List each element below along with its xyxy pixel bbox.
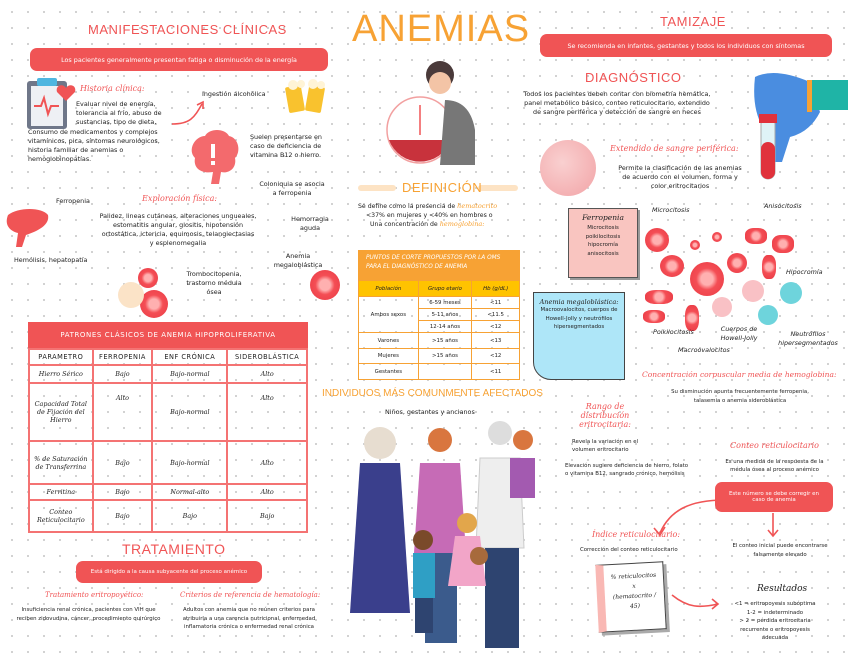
coloniquia-text: Coloniquia se asocia a ferropenia bbox=[259, 180, 325, 197]
table-row: % de Saturación de Transferrina Bajo Bajo-… bbox=[28, 440, 308, 485]
oms-table-title: PUNTOS DE CORTE PROPUESTOS POR LA OMS PA… bbox=[358, 250, 520, 280]
glove-test-tube-icon bbox=[754, 73, 848, 180]
arrow-icon bbox=[171, 100, 204, 125]
platelet-icon bbox=[118, 282, 144, 308]
resultados-list: <1 = eritropoyesis subóptima 1-2 = indete… bbox=[734, 601, 816, 641]
referencia-title: Criterios de referencia de hematología: bbox=[180, 591, 321, 599]
patrones-table: PARAMETRO FERROPENIA ENF CRÓNICA SIDEROBLÁS… bbox=[28, 348, 308, 533]
main-title: ANEMIAS bbox=[352, 8, 531, 50]
neutrophil-icon bbox=[780, 282, 802, 304]
indice-text: Corrección del conteo reticulocitario bbox=[580, 547, 678, 553]
cell-label: Cuerpos de Howell-Jolly bbox=[720, 325, 758, 342]
formula-card: % reticulocitos x (hematocrito /45) bbox=[595, 561, 667, 633]
exploracion-title: Exploración física: bbox=[142, 194, 218, 203]
conteo-note: El conteo inicial puede encontrarse falsa… bbox=[732, 543, 828, 558]
table-row: Mujeres >15 años <12 bbox=[358, 348, 520, 364]
cell-label: Macroovalocitos bbox=[678, 346, 730, 354]
patrones-title: PATRONES CLÁSICOS DE ANEMIA HIPOPROLIFER… bbox=[28, 322, 308, 348]
divider bbox=[478, 185, 518, 191]
extendido-title: Extendido de sangre periférica: bbox=[610, 144, 739, 153]
arrows bbox=[653, 499, 779, 538]
table-row: 12-14 años <12 bbox=[359, 320, 520, 333]
ccmh-text: Su disminución apunta frecuentemente fer… bbox=[671, 389, 809, 404]
red-cell-icon bbox=[138, 268, 158, 288]
ccmh-title: Concentración corpuscular media de hemog… bbox=[642, 370, 837, 379]
ferropenia-label: Ferropenia bbox=[56, 197, 90, 205]
cell-label: Neutrófilos hipersegmentados bbox=[778, 330, 838, 347]
referencia-text: Adultos con anemia que no reúnen criteri… bbox=[182, 607, 316, 630]
rde-title: Rango de distribución eritrocitaria: bbox=[579, 402, 631, 429]
divider bbox=[358, 185, 396, 191]
family-illustration bbox=[350, 421, 535, 648]
brain-icon bbox=[191, 130, 239, 184]
hemorragia-text: Hemorragia aguda bbox=[291, 215, 329, 232]
table-row: Hierro Sérico Bajo Bajo-normal Alto bbox=[28, 364, 308, 384]
definicion-text: Se define como la presencia de hematocri… bbox=[358, 202, 498, 228]
cell-label: Hipocromía bbox=[786, 268, 823, 276]
afectados-text: Niños, gestantes y ancianos bbox=[385, 408, 475, 416]
definicion-title: DEFINICIÓN bbox=[402, 180, 483, 195]
megaloblastica-note: Anemia megaloblástica: Macroovalocitos, … bbox=[533, 292, 625, 380]
hemolisis-text: Hemólisis, hepatopatía bbox=[14, 256, 88, 264]
exploracion-text: Palidez, lineas cutáneas, alteraciones u… bbox=[99, 212, 257, 247]
diagnostico-title: DIAGNÓSTICO bbox=[585, 70, 682, 85]
tamizaje-banner: Se recomienda en infantes, gestantes y t… bbox=[540, 34, 832, 57]
cell-label: Anisocitosis bbox=[764, 202, 802, 210]
historia-text-2: Consumo de medicamentos y complejos vitam… bbox=[28, 128, 160, 163]
cell-label: Microcitosis bbox=[652, 206, 690, 214]
table-row: Ferritina Bajo Normal-alto Alto bbox=[28, 483, 308, 501]
indice-title: Índice reticulocitario: bbox=[592, 530, 681, 539]
red-cell-icon bbox=[140, 290, 168, 318]
rde-text-2: Elevación sugiere deficiencia de hierro,… bbox=[565, 463, 689, 477]
table-row: Gestantes <11 bbox=[358, 363, 520, 380]
ferropenia-note: Ferropenia Microcitosis poikilocitosis hip… bbox=[568, 208, 638, 278]
macrocyte-icon bbox=[690, 262, 724, 296]
manifestaciones-banner: Los pacientes generalmente presentan fat… bbox=[30, 48, 328, 71]
liver-icon bbox=[6, 209, 49, 247]
arrow-icon bbox=[671, 594, 720, 610]
trombocitopenia-text: Trombocitopenia, trastorno médula ósea bbox=[186, 270, 242, 296]
ingestion-label: Ingestión alcohólica bbox=[202, 90, 266, 98]
tratamiento-title: TRATAMIENTO bbox=[122, 541, 226, 557]
table-row: Varones >15 años <13 bbox=[358, 332, 520, 349]
eritropoyetico-text: Insuficiencia renal crónica, pacientes c… bbox=[16, 607, 161, 622]
beer-icon bbox=[285, 79, 325, 113]
conteo-text: Es una medida de la respuesta de la médul… bbox=[725, 459, 824, 473]
conteo-title: Conteo reticulocitario bbox=[730, 441, 819, 450]
red-cell-icon bbox=[310, 270, 340, 300]
rde-text-1: Revela la variación en el volumen eritroc… bbox=[572, 439, 639, 453]
blood-smear-icon bbox=[540, 140, 596, 196]
afectados-title: INDIVIDUOS MÁS COMUNMENTE AFECTADOS bbox=[322, 388, 543, 399]
woman-illustration bbox=[386, 61, 475, 165]
historia-title: Historia clínica: bbox=[80, 84, 145, 93]
diagnostico-text: Todos los pacientes deben contar con bio… bbox=[523, 90, 711, 116]
table-row: Capacidad Total de Fijación del Hierro Al… bbox=[28, 382, 308, 442]
manifestaciones-title: MANIFESTACIONES CLÍNICAS bbox=[88, 22, 287, 37]
table-row: Conteo Reticulocitario Bajo Bajo Bajo bbox=[28, 499, 308, 533]
eritropoyetico-title: Tratamiento eritropoyético: bbox=[45, 591, 144, 599]
megalo-text: Anemia megaloblástica bbox=[273, 252, 323, 269]
conteo-box: Este número se debe corregir en caso de … bbox=[715, 482, 833, 512]
deficiencia-text: Suelen presentarse en caso de deficiencia… bbox=[250, 133, 322, 159]
oms-table: Población Grupo etario Hb (g/dL) Ambos sex… bbox=[358, 280, 520, 380]
historia-text: Evaluar nivel de energía, tolerancia al f… bbox=[76, 100, 162, 126]
table-row: Ambos sexos 6-59 meses <11 bbox=[358, 296, 520, 333]
tratamiento-banner: Está dirigido a la causa subyacente del … bbox=[76, 561, 262, 583]
extendido-text: Permite la clasificación de las anemias d… bbox=[618, 164, 742, 190]
hypochromic-cell-icon bbox=[742, 280, 764, 302]
resultados-title: Resultados bbox=[757, 584, 808, 594]
clipboard-icon bbox=[27, 78, 76, 129]
tamizaje-title: TAMIZAJE bbox=[660, 14, 726, 29]
cell-label: Poikilocitosis bbox=[653, 328, 694, 336]
